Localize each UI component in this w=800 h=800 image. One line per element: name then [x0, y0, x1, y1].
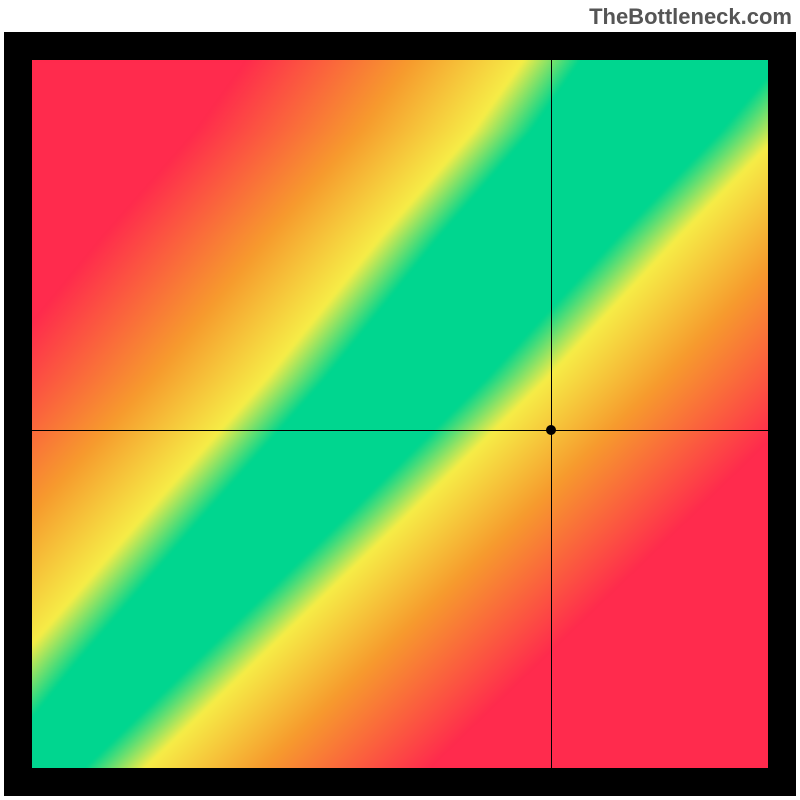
bottleneck-heatmap — [32, 60, 768, 768]
crosshair-marker — [546, 425, 556, 435]
plot-frame — [4, 32, 796, 796]
watermark-text: TheBottleneck.com — [589, 4, 792, 30]
crosshair-vertical — [551, 60, 552, 768]
crosshair-horizontal — [32, 430, 768, 431]
